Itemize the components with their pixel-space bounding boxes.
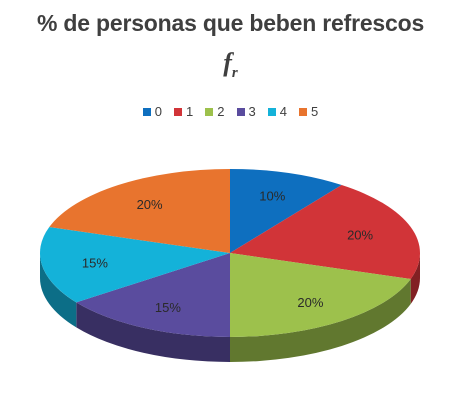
pie-side-4: [40, 253, 77, 328]
pie-side-2: [230, 278, 411, 362]
subtitle-subscript: r: [231, 65, 238, 81]
pie-label-4: 15%: [82, 255, 108, 270]
pie-label-2: 20%: [297, 295, 323, 310]
pie-slice-5: [49, 169, 231, 253]
chart-subtitle: fr: [0, 48, 461, 82]
legend-label: 0: [154, 104, 163, 119]
pie-side-1: [410, 253, 420, 304]
legend-swatch: [174, 107, 183, 116]
legend-item-5: 5: [298, 104, 319, 119]
pie-label-1: 20%: [347, 227, 373, 242]
pie-slice-0: [230, 169, 342, 253]
pie-labels: 10% 20% 20% 15% 15% 20%: [82, 188, 374, 314]
legend-swatch: [142, 107, 151, 116]
legend-swatch: [267, 107, 276, 116]
subtitle-main: f: [223, 48, 232, 77]
pie-slice-1: [230, 185, 421, 279]
legend-item-1: 1: [174, 104, 193, 119]
chart-title: % de personas que beben refrescos: [36, 10, 425, 36]
legend-item-0: 0: [142, 104, 163, 119]
legend-label: 3: [248, 104, 256, 119]
legend-item-2: 2: [205, 104, 225, 119]
pie-side-3: [76, 302, 230, 362]
legend-label: 5: [310, 104, 319, 119]
legend-item-3: 3: [236, 104, 256, 119]
pie-slice-3: [76, 253, 230, 337]
legend-label: 1: [186, 104, 194, 119]
legend-item-4: 4: [267, 104, 287, 119]
legend-label: 2: [217, 104, 225, 119]
legend-swatch: [236, 107, 245, 116]
pie-sides: [40, 253, 420, 362]
legend-swatch: [205, 107, 214, 116]
pie-slice-2: [230, 253, 411, 337]
chart-legend: 0 1 2 3 4 5: [0, 104, 461, 119]
pie-label-0: 10%: [259, 188, 285, 203]
pie-label-5: 20%: [137, 197, 163, 212]
pie-slices: [39, 169, 421, 337]
pie-label-3: 15%: [155, 300, 181, 315]
legend-label: 4: [279, 104, 287, 119]
legend-swatch: [298, 107, 307, 116]
pie-slice-4: [39, 227, 230, 303]
